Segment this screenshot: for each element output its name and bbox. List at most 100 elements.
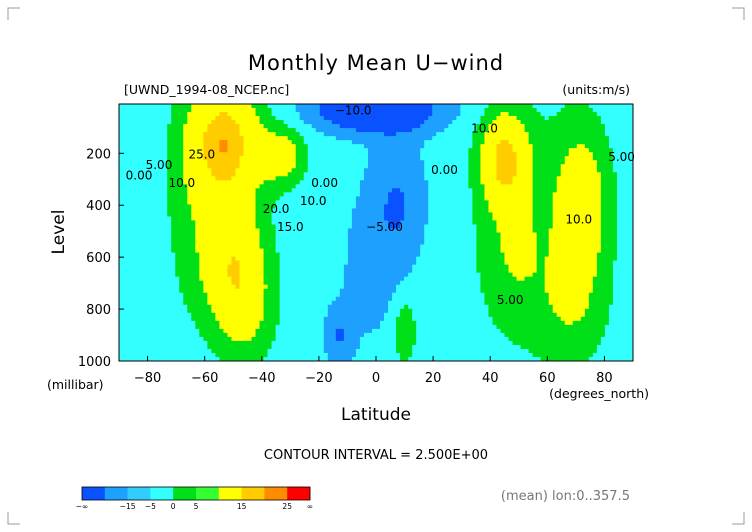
field-cell xyxy=(343,244,349,249)
field-cell xyxy=(355,188,361,193)
field-cell xyxy=(420,168,425,173)
field-cell xyxy=(343,248,349,253)
field-cell xyxy=(275,128,281,133)
field-cell xyxy=(572,156,578,161)
field-cell xyxy=(532,108,538,113)
field-cell xyxy=(191,160,196,165)
field-cell xyxy=(524,148,529,153)
field-cell xyxy=(319,140,325,145)
field-cell xyxy=(367,156,373,161)
field-cell xyxy=(520,108,525,113)
field-cell xyxy=(307,212,313,217)
field-cell xyxy=(492,184,497,189)
field-cell xyxy=(528,204,534,209)
field-cell xyxy=(259,176,264,181)
field-cell xyxy=(592,204,598,209)
field-cell xyxy=(307,108,313,113)
field-cell xyxy=(584,192,590,197)
field-cell xyxy=(355,204,361,209)
field-cell xyxy=(215,228,220,233)
field-cell xyxy=(420,256,425,262)
field-cell xyxy=(380,196,385,201)
field-cell xyxy=(259,192,264,197)
field-cell xyxy=(159,244,164,249)
field-cell xyxy=(508,148,513,153)
field-cell xyxy=(604,208,610,213)
field-cell xyxy=(259,236,264,241)
field-cell xyxy=(624,140,630,145)
field-cell xyxy=(203,148,208,153)
field-cell xyxy=(207,240,212,245)
field-cell xyxy=(283,188,289,193)
field-cell xyxy=(536,188,542,193)
field-cell xyxy=(207,116,212,121)
field-cell xyxy=(139,200,144,205)
field-cell xyxy=(275,180,281,185)
field-cell xyxy=(319,232,325,237)
field-cell xyxy=(311,256,317,262)
field-cell xyxy=(203,128,208,133)
field-cell xyxy=(287,188,293,193)
field-cell xyxy=(267,192,272,197)
field-cell xyxy=(347,136,353,141)
field-cell xyxy=(251,228,256,233)
field-cell xyxy=(504,168,509,173)
field-cell xyxy=(299,124,305,129)
field-cell xyxy=(191,112,196,117)
field-cell xyxy=(576,136,582,141)
field-cell xyxy=(127,164,132,169)
field-cell xyxy=(255,136,260,141)
field-cell xyxy=(207,168,212,173)
field-cell xyxy=(472,124,477,129)
field-cell xyxy=(251,232,256,237)
field-cell xyxy=(319,164,325,169)
field-cell xyxy=(135,172,140,177)
field-cell xyxy=(384,168,389,173)
field-cell xyxy=(620,180,626,185)
field-cell xyxy=(544,120,550,125)
field-cell xyxy=(175,108,180,113)
field-cell xyxy=(323,212,329,217)
field-cell xyxy=(243,252,248,257)
field-cell xyxy=(199,136,204,141)
field-cell xyxy=(468,256,473,262)
field-cell xyxy=(552,132,558,137)
field-cell xyxy=(452,160,457,165)
field-cell xyxy=(600,148,606,153)
field-cell xyxy=(444,236,449,241)
field-cell xyxy=(299,228,305,233)
field-cell xyxy=(416,116,421,121)
field-cell xyxy=(271,136,277,141)
field-cell xyxy=(444,204,449,209)
field-cell xyxy=(420,196,425,201)
field-cell xyxy=(420,204,425,209)
field-cell xyxy=(392,224,397,229)
field-cell xyxy=(207,256,212,262)
field-cell xyxy=(424,140,429,145)
field-cell xyxy=(456,124,461,129)
field-cell xyxy=(504,184,509,189)
field-cell xyxy=(484,196,489,201)
field-cell xyxy=(616,116,622,121)
field-cell xyxy=(596,188,602,193)
field-cell xyxy=(211,244,216,249)
field-cell xyxy=(239,132,244,137)
field-cell xyxy=(211,120,216,125)
field-cell xyxy=(279,188,285,193)
field-cell xyxy=(400,200,405,205)
field-cell xyxy=(171,232,176,237)
field-cell xyxy=(119,140,124,145)
field-cell xyxy=(355,248,361,253)
field-cell xyxy=(335,216,341,221)
field-cell xyxy=(331,120,337,125)
field-cell xyxy=(508,216,513,221)
field-cell xyxy=(432,120,437,125)
field-cell xyxy=(524,236,529,241)
field-cell xyxy=(564,148,570,153)
field-cell xyxy=(396,256,401,262)
field-cell xyxy=(367,248,373,253)
field-cell xyxy=(384,128,389,133)
field-cell xyxy=(307,144,313,149)
field-cell xyxy=(532,236,538,241)
field-cell xyxy=(207,200,212,205)
